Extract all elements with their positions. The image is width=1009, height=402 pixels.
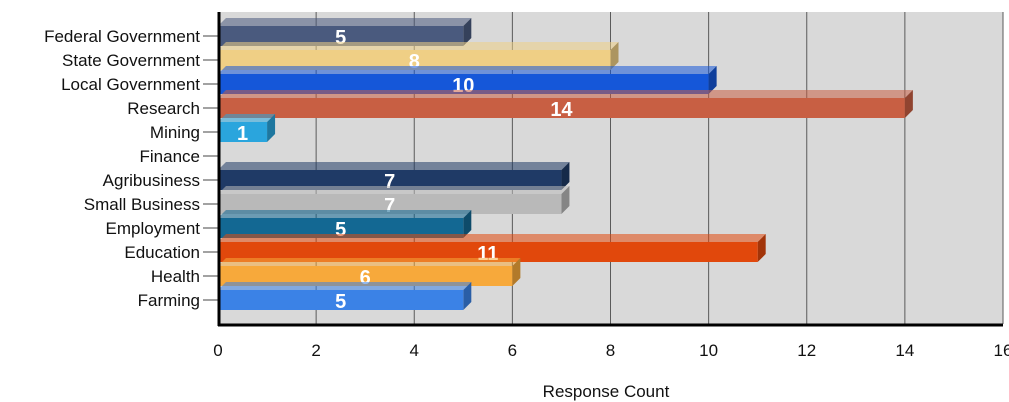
bar-side-face xyxy=(463,210,472,238)
bar xyxy=(218,194,562,214)
bar-value-label: 1 xyxy=(237,123,248,145)
category-label: Education xyxy=(124,243,200,262)
bar-side-face xyxy=(757,234,766,262)
bar-side-face xyxy=(512,258,521,286)
bar-value-label: 6 xyxy=(360,267,371,289)
bar-value-label: 7 xyxy=(384,171,395,193)
bar-value-label: 7 xyxy=(384,195,395,217)
x-tick-labels: 0 2 4 6 8 10 12 14 16 xyxy=(213,341,1009,360)
bar-side-face xyxy=(708,66,717,94)
x-tick-label: 0 xyxy=(213,341,222,360)
bar-side-face xyxy=(267,114,276,142)
bar-value-label: 5 xyxy=(335,291,346,313)
bar-side-face xyxy=(561,162,570,190)
bar xyxy=(218,50,611,70)
bar-top-face xyxy=(218,186,570,194)
category-label: Health xyxy=(151,267,200,286)
bar-top-face xyxy=(218,210,472,218)
bar-value-label: 5 xyxy=(335,27,346,49)
bar-top-face xyxy=(218,90,913,98)
category-label: Small Business xyxy=(84,195,200,214)
category-label: Finance xyxy=(140,147,200,166)
bar-top-face xyxy=(218,282,472,290)
bar-side-face xyxy=(561,186,570,214)
bar xyxy=(218,74,709,94)
category-label: Employment xyxy=(106,219,201,238)
category-label: Agribusiness xyxy=(103,171,200,190)
bar-top-face xyxy=(218,42,619,50)
bar xyxy=(218,266,513,286)
bar-top-face xyxy=(218,66,717,74)
bar-top-face xyxy=(218,234,766,242)
category-labels: Federal Government State Government Local … xyxy=(44,27,218,310)
bar-top-face xyxy=(218,258,521,266)
bar xyxy=(218,170,562,190)
bar-top-face xyxy=(218,18,472,26)
x-tick-label: 2 xyxy=(311,341,320,360)
bar xyxy=(218,26,464,46)
x-axis-title: Response Count xyxy=(543,382,670,401)
bar-side-face xyxy=(904,90,913,118)
category-label: State Government xyxy=(62,51,200,70)
bar xyxy=(218,218,464,238)
x-tick-label: 10 xyxy=(699,341,718,360)
bar-side-face xyxy=(463,282,472,310)
bar-top-face xyxy=(218,114,276,122)
bar-side-face xyxy=(610,42,619,70)
category-label: Federal Government xyxy=(44,27,200,46)
x-tick-label: 8 xyxy=(606,341,615,360)
category-label: Research xyxy=(127,99,200,118)
bar xyxy=(218,122,268,142)
category-label: Local Government xyxy=(61,75,200,94)
bar-value-label: 8 xyxy=(409,51,420,73)
bar xyxy=(218,242,758,262)
bar-side-face xyxy=(463,18,472,46)
x-tick-label: 4 xyxy=(410,341,419,360)
x-tick-label: 6 xyxy=(508,341,517,360)
bar xyxy=(218,290,464,310)
bar-top-face xyxy=(218,162,570,170)
bar-value-label: 5 xyxy=(335,219,346,241)
bar xyxy=(218,98,905,118)
bar-value-label: 14 xyxy=(550,99,573,121)
x-tick-label: 12 xyxy=(797,341,816,360)
x-tick-label: 16 xyxy=(994,341,1009,360)
category-label: Mining xyxy=(150,123,200,142)
category-label: Farming xyxy=(138,291,200,310)
x-tick-label: 14 xyxy=(895,341,914,360)
